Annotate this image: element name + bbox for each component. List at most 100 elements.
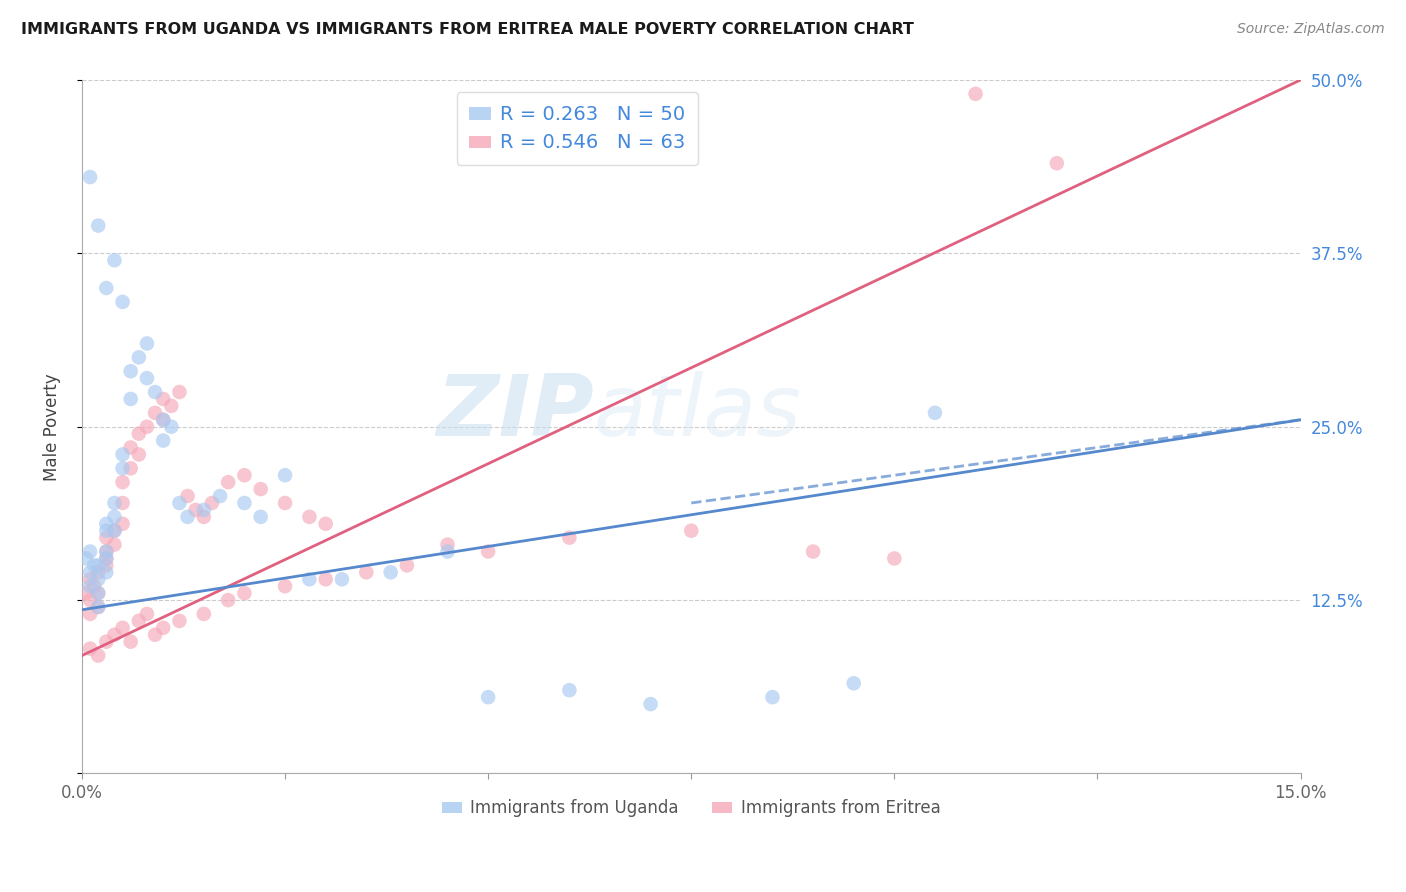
Point [274, 496, 297, 510]
Point [883, 551, 905, 566]
Point [152, 413, 174, 427]
Point [87, 586, 110, 600]
Point [87, 558, 110, 573]
Point [160, 419, 183, 434]
Point [298, 509, 321, 524]
Point [136, 371, 159, 385]
Point [169, 384, 191, 399]
Point [315, 572, 337, 586]
Point [558, 683, 581, 698]
Point [96, 551, 118, 566]
Point [120, 634, 142, 648]
Point [111, 496, 134, 510]
Point [152, 621, 174, 635]
Point [330, 572, 353, 586]
Point [1046, 156, 1069, 170]
Point [111, 294, 134, 309]
Point [103, 496, 125, 510]
Point [79, 170, 101, 185]
Point [274, 468, 297, 483]
Point [103, 509, 125, 524]
Point [96, 558, 118, 573]
Point [924, 406, 946, 420]
Point [75, 551, 97, 566]
Point [96, 551, 118, 566]
Point [120, 441, 142, 455]
Point [120, 392, 142, 406]
Point [83, 558, 105, 573]
Text: ZIP: ZIP [436, 371, 593, 454]
Point [87, 599, 110, 614]
Point [96, 566, 118, 580]
Point [87, 572, 110, 586]
Point [477, 544, 499, 558]
Point [87, 566, 110, 580]
Point [136, 419, 159, 434]
Point [233, 496, 256, 510]
Point [79, 607, 101, 621]
Point [128, 614, 150, 628]
Point [298, 572, 321, 586]
Point [681, 524, 703, 538]
Point [111, 447, 134, 461]
Point [274, 579, 297, 593]
Point [143, 628, 166, 642]
Point [356, 566, 378, 580]
Point [83, 579, 105, 593]
Point [395, 558, 418, 573]
Point [965, 87, 987, 101]
Point [136, 336, 159, 351]
Point [436, 544, 458, 558]
Point [160, 399, 183, 413]
Point [87, 586, 110, 600]
Point [249, 509, 271, 524]
Point [209, 489, 232, 503]
Point [193, 503, 215, 517]
Point [193, 607, 215, 621]
Point [801, 544, 824, 558]
Point [761, 690, 783, 705]
Point [233, 586, 256, 600]
Point [152, 413, 174, 427]
Point [79, 579, 101, 593]
Point [96, 524, 118, 538]
Point [79, 593, 101, 607]
Point [79, 544, 101, 558]
Point [103, 253, 125, 268]
Text: atlas: atlas [593, 371, 801, 454]
Point [152, 392, 174, 406]
Point [103, 524, 125, 538]
Point [436, 538, 458, 552]
Point [201, 496, 224, 510]
Point [640, 697, 662, 711]
Point [136, 607, 159, 621]
Point [120, 364, 142, 378]
Point [79, 566, 101, 580]
Point [96, 516, 118, 531]
Text: Source: ZipAtlas.com: Source: ZipAtlas.com [1237, 22, 1385, 37]
Point [233, 468, 256, 483]
Point [217, 475, 239, 490]
Point [111, 475, 134, 490]
Point [558, 531, 581, 545]
Point [87, 599, 110, 614]
Point [87, 219, 110, 233]
Point [128, 426, 150, 441]
Text: IMMIGRANTS FROM UGANDA VS IMMIGRANTS FROM ERITREA MALE POVERTY CORRELATION CHART: IMMIGRANTS FROM UGANDA VS IMMIGRANTS FRO… [21, 22, 914, 37]
Point [120, 461, 142, 475]
Y-axis label: Male Poverty: Male Poverty [44, 373, 60, 481]
Point [169, 496, 191, 510]
Point [143, 406, 166, 420]
Point [111, 621, 134, 635]
Point [842, 676, 865, 690]
Point [96, 544, 118, 558]
Point [176, 489, 198, 503]
Legend: Immigrants from Uganda, Immigrants from Eritrea: Immigrants from Uganda, Immigrants from … [436, 793, 948, 824]
Point [128, 351, 150, 365]
Point [96, 544, 118, 558]
Point [87, 648, 110, 663]
Point [111, 461, 134, 475]
Point [128, 447, 150, 461]
Point [193, 509, 215, 524]
Point [249, 482, 271, 496]
